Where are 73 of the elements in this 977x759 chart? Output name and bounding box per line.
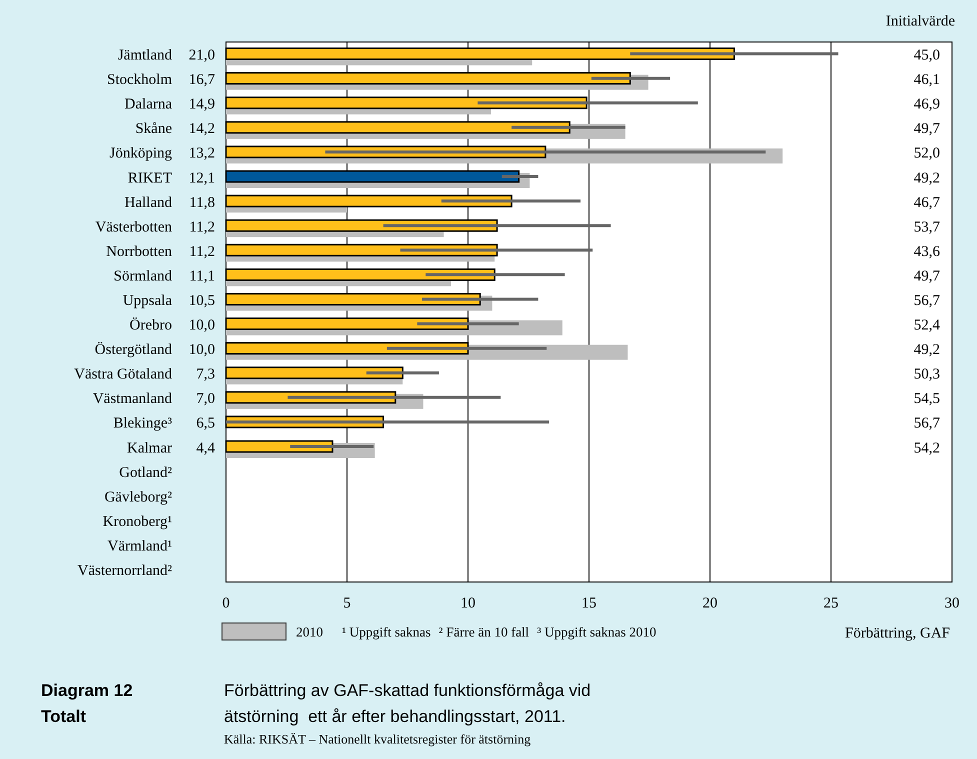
data-label: 7,0 <box>196 391 215 408</box>
x-tick-label: 20 <box>702 595 718 612</box>
x-tick-label: 30 <box>944 595 960 612</box>
annotation: 54,5 <box>914 391 940 408</box>
y-tick-label: Västerbotten <box>95 219 172 236</box>
data-label: 16,7 <box>188 72 216 88</box>
annotation: 46,1 <box>914 72 940 88</box>
data-label: 14,2 <box>188 121 215 138</box>
x-tick-label: 0 <box>222 595 230 612</box>
data-label: 12,1 <box>188 170 215 186</box>
annotation: 52,4 <box>914 318 940 334</box>
y-tick-label: Blekinge³ <box>113 416 172 432</box>
y-tick-label: Örebro <box>130 316 172 334</box>
text: ² Färre än 10 fall <box>438 624 530 640</box>
y-tick-label: Sörmland <box>114 268 172 284</box>
y-tick-label: Gävleborg² <box>104 489 172 506</box>
text: ³ Uppgift saknas 2010 <box>537 624 656 640</box>
data-label: 11,2 <box>189 244 215 260</box>
annotation: 50,3 <box>914 366 940 383</box>
text: Källa: RIKSÄT – Nationellt kvalitetsregister för ätstörning <box>224 732 532 747</box>
y-tick-label: Halland <box>124 194 172 211</box>
x-tick-label: 10 <box>460 595 476 612</box>
y-tick-label: RIKET <box>128 170 172 186</box>
annotation: 56,7 <box>914 416 940 432</box>
y-tick-label: Dalarna <box>124 96 172 113</box>
y-tick-label: Västra Götaland <box>74 366 172 383</box>
annotation: 49,7 <box>914 268 940 284</box>
data-label: 4,4 <box>196 440 216 456</box>
annotation: 45,0 <box>914 48 940 64</box>
x-tick-label: 15 <box>582 595 596 612</box>
x-axis-title: Förbättring, GAF <box>845 625 950 642</box>
text: Förbättring av GAF-skattad funktionsförmåga vid ätstörning ett år efter behandlingsstart, 2011. <box>224 680 591 726</box>
text: ¹ Uppgift saknas <box>342 624 431 640</box>
y-tick-label: Uppsala <box>122 292 172 309</box>
annotation: 53,7 <box>914 219 940 236</box>
data-label: 7,3 <box>196 366 215 383</box>
text: Totalt <box>41 706 86 726</box>
data-label: 14,9 <box>188 96 215 113</box>
text: Diagram 12 <box>41 680 133 700</box>
annotation: 43,6 <box>914 244 940 260</box>
y-tick-label: Värmland¹ <box>108 538 172 554</box>
annotation: 49,2 <box>914 342 940 358</box>
y-tick-label: Norrbotten <box>106 244 172 260</box>
data-label: 11,2 <box>189 219 215 236</box>
y-tick-label: Stockholm <box>106 72 172 88</box>
y-tick-label: Västernorrland² <box>78 562 172 579</box>
data-label: 10,5 <box>188 292 215 309</box>
y-tick-label: Jämtland <box>118 48 172 64</box>
annotation: 54,2 <box>914 440 940 456</box>
data-label: 11,8 <box>189 194 215 211</box>
legend-label: 2010 <box>296 624 324 640</box>
data-label: 11,1 <box>189 268 215 284</box>
y-tick-label: Västmanland <box>92 391 172 408</box>
x-tick-label: 25 <box>824 595 838 612</box>
annotation: 46,7 <box>914 194 940 211</box>
y-tick-label: Östergötland <box>94 341 172 358</box>
annotation: 46,9 <box>914 96 940 113</box>
text: Initialvärde <box>886 13 956 30</box>
data-label: 10,0 <box>188 318 215 334</box>
data-label: 13,2 <box>188 146 215 162</box>
y-tick-label: Jönköping <box>109 146 172 162</box>
annotation: 49,2 <box>914 170 940 186</box>
annotation: 52,0 <box>914 146 940 162</box>
annotation: 56,7 <box>914 292 940 309</box>
data-label: 6,5 <box>196 416 215 432</box>
y-tick-label: Gotland² <box>119 464 172 481</box>
y-tick-label: Kronoberg¹ <box>102 514 172 530</box>
y-tick-label: Kalmar <box>127 440 172 456</box>
y-tick-label: Skåne <box>135 121 172 138</box>
data-label: 10,0 <box>188 342 215 358</box>
data-label: 21,0 <box>188 48 215 64</box>
x-tick-label: 5 <box>343 595 351 612</box>
annotation: 49,7 <box>914 121 940 138</box>
